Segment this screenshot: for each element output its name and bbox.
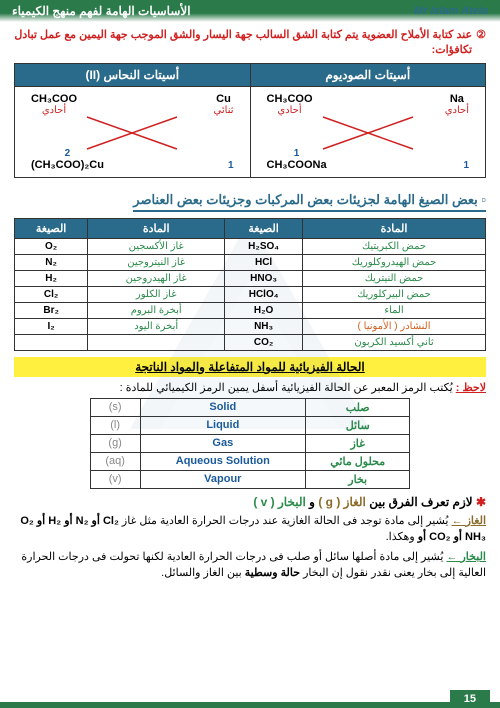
compound-name: غاز الكلور xyxy=(88,286,225,302)
compound-formula: H₂SO₄ xyxy=(225,238,303,254)
compound-formula: HCl xyxy=(225,254,303,270)
compound-name: حمض البيركلوريك xyxy=(303,286,486,302)
compound-name xyxy=(88,334,225,350)
compound-name: ثاني أكسيد الكربون xyxy=(303,334,486,350)
page-number: 15 xyxy=(450,690,490,708)
note-label: لاحظ : xyxy=(456,382,486,394)
compound-formula: HClO₄ xyxy=(225,286,303,302)
compound-name: حمض النيتريك xyxy=(303,270,486,286)
star-icon: ✱ xyxy=(476,495,486,509)
intro-text: ② عند كتابة الأملاح العضوية يتم كتابة ال… xyxy=(14,28,486,59)
valence-num: 1 xyxy=(267,148,327,159)
col-header: الصيغة xyxy=(225,218,303,238)
compound-name: أبخرة البروم xyxy=(88,302,225,318)
valence-label: أحادي xyxy=(267,105,313,116)
cation-formula: Na xyxy=(445,93,469,105)
compound-formula: CO₂ xyxy=(225,334,303,350)
compound-formula: I₂ xyxy=(15,318,88,334)
compound-name: الماء xyxy=(303,302,486,318)
anion-formula: CH₃COO xyxy=(267,93,313,105)
compound-name: غاز الهيدروجين xyxy=(88,270,225,286)
compound-formula: NH₃ xyxy=(225,318,303,334)
salt-header-1: أسيتات الصوديوم xyxy=(250,63,486,86)
compound-formula: HNO₃ xyxy=(225,270,303,286)
col-header: المادة xyxy=(303,218,486,238)
vapor-explanation: البخار ← يُشير إلى مادة أصلها سائل أو صل… xyxy=(14,549,486,582)
valence-num: 2 xyxy=(31,148,104,159)
compound-name: حمض الهيدروكلوريك xyxy=(303,254,486,270)
compound-formula: H₂O xyxy=(225,302,303,318)
page-footer: 15 xyxy=(0,688,500,708)
compound-name: حمض الكبريتيك xyxy=(303,238,486,254)
gas-text: يُشير إلى مادة توجد فى الحالة الغازية عن… xyxy=(119,515,449,527)
gas-label: الغاز ← xyxy=(452,515,486,527)
gas-after: وهكذا. xyxy=(386,531,415,543)
valence-label: أحادي xyxy=(31,105,77,116)
compound-formula xyxy=(15,334,88,350)
salt-cell-copper: CH₃COOأحادي Cuثنائي 2(CH₃COO)₂Cu 1 xyxy=(19,91,246,173)
compound-formula: Cl₂ xyxy=(15,286,88,302)
vapor-bold: حالة وسطية xyxy=(245,567,300,579)
compound-name: النشادر ( الأمونيا ) xyxy=(303,318,486,334)
item-number: ② xyxy=(476,28,486,43)
book-title: الأساسيات الهامة لفهم منهج الكيمياء xyxy=(12,4,191,18)
salt-cell-sodium: CH₃COOأحادي Naأحادي 1CH₃COONa 1 xyxy=(255,91,482,173)
compound-formula: H₂ xyxy=(15,270,88,286)
salt-header-2: أسيتات النحاس (II) xyxy=(15,63,251,86)
anion-formula: CH₃COO xyxy=(31,93,77,105)
valence-label: أحادي xyxy=(445,105,469,116)
valence-num: 1 xyxy=(463,160,469,171)
col-header: الصيغة xyxy=(15,218,88,238)
cross-arrows-icon xyxy=(313,115,423,151)
salt-examples-table: أسيتات الصوديوم أسيتات النحاس (II) CH₃CO… xyxy=(14,63,486,178)
footer-bar xyxy=(0,702,500,708)
compound-name: غاز النيتروجين xyxy=(88,254,225,270)
gas-explanation: الغاز ← يُشير إلى مادة توجد فى الحالة ال… xyxy=(14,513,486,546)
result-formula: CH₃COONa xyxy=(267,159,327,171)
result-formula: (CH₃COO)₂Cu xyxy=(31,159,104,171)
compounds-table: المادة الصيغة المادة الصيغة حمض الكبريتي… xyxy=(14,218,486,351)
author-name: Mr Islam Ateia xyxy=(414,5,488,17)
valence-num: 1 xyxy=(228,160,234,171)
valence-label: ثنائي xyxy=(214,105,234,116)
intro-body: عند كتابة الأملاح العضوية يتم كتابة الشق… xyxy=(14,28,472,59)
compound-formula: O₂ xyxy=(15,238,88,254)
vapor-after: بين الغاز والسائل. xyxy=(161,567,242,579)
compound-name: غاز الأكسجين xyxy=(88,238,225,254)
col-header: المادة xyxy=(88,218,225,238)
cation-formula: Cu xyxy=(214,93,234,105)
vapor-label: البخار ← xyxy=(446,551,486,563)
compound-formula: Br₂ xyxy=(15,302,88,318)
compound-formula: N₂ xyxy=(15,254,88,270)
compound-name: أبخرة اليود xyxy=(88,318,225,334)
cross-arrows-icon xyxy=(77,115,187,151)
